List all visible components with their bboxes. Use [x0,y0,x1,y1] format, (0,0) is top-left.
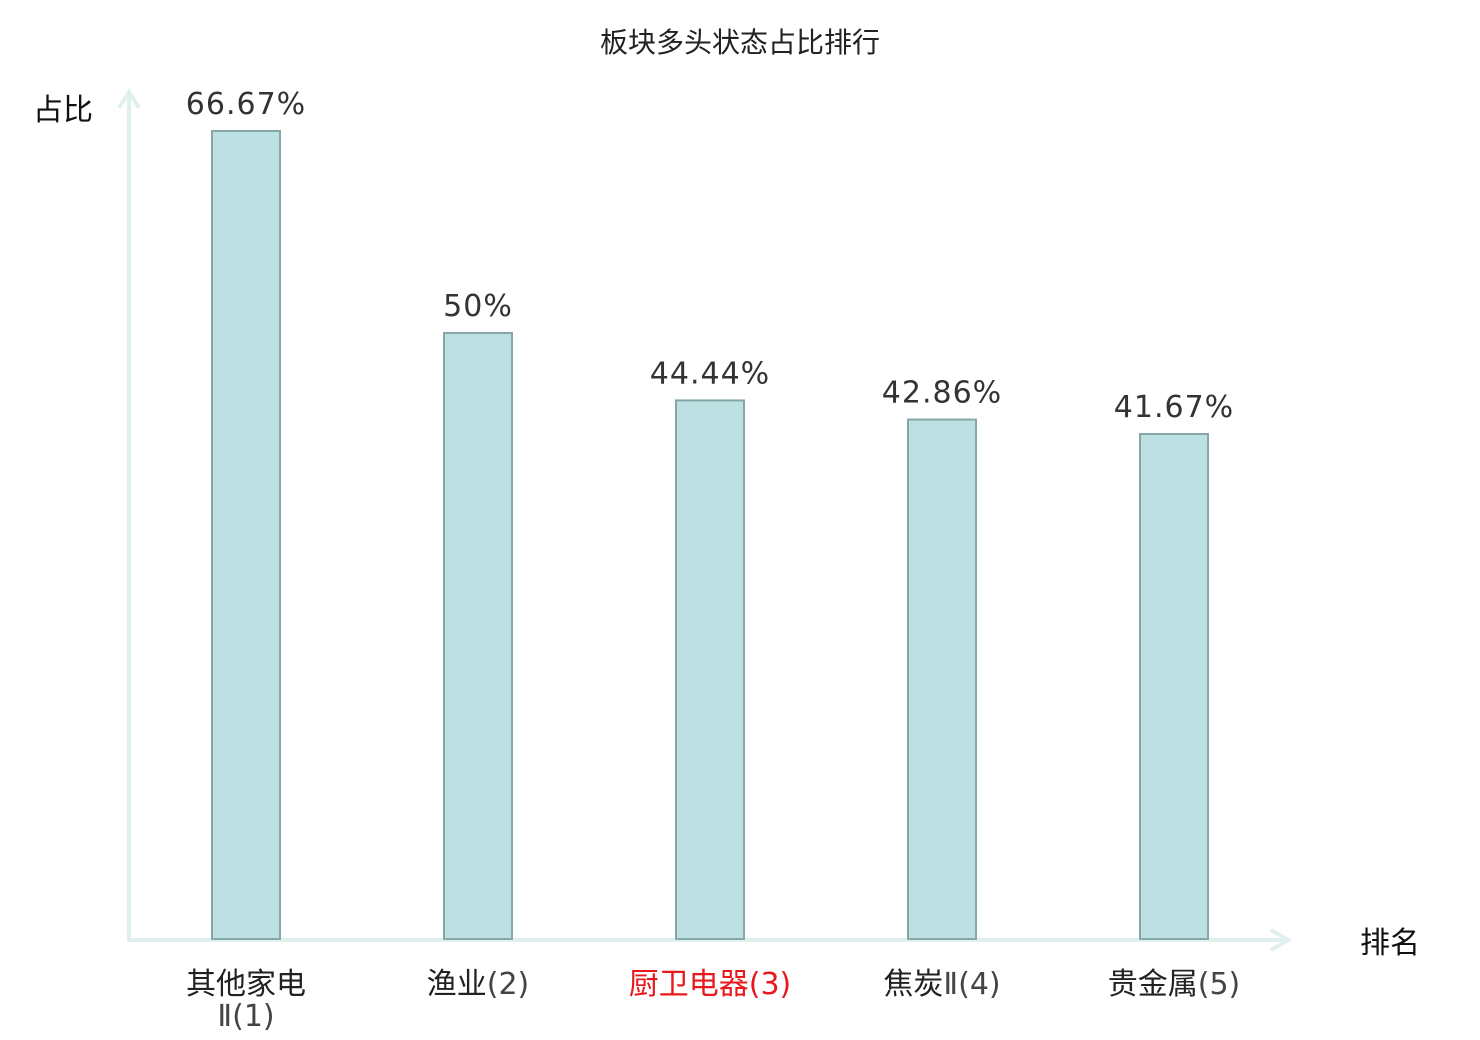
value-label-1: 66.67% [186,87,306,122]
category-label-2: 渔业(2) [427,967,530,1002]
value-labels-group: 66.67% 50% 44.44% 42.86% 41.67% [186,87,1234,425]
bar-5 [1139,432,1209,940]
bar-4 [907,418,977,941]
y-axis-label: 占比 [33,93,93,128]
value-label-3: 44.44% [650,356,770,391]
category-label-3: 厨卫电器(3) [629,967,792,1002]
x-axis [127,928,1292,952]
value-label-2: 50% [443,289,513,324]
category-label-5: 贵金属(5) [1108,967,1241,1002]
bar-2 [443,332,513,941]
chart-title: 板块多头状态占比排行 [600,26,880,59]
bars-group [211,130,1209,941]
y-axis [117,88,141,940]
bar-3 [675,399,745,940]
category-label-4: 焦炭Ⅱ(4) [883,967,1000,1002]
value-label-4: 42.86% [882,376,1002,411]
bar-1 [211,130,281,940]
x-axis-label: 排名 [1360,926,1420,961]
category-label-1: 其他家电 Ⅱ(1) [186,967,306,1034]
value-label-5: 41.67% [1114,390,1234,425]
category-labels-group: 其他家电 Ⅱ(1) 渔业(2) 厨卫电器(3) 焦炭Ⅱ(4) 贵金属(5) [186,967,1240,1034]
